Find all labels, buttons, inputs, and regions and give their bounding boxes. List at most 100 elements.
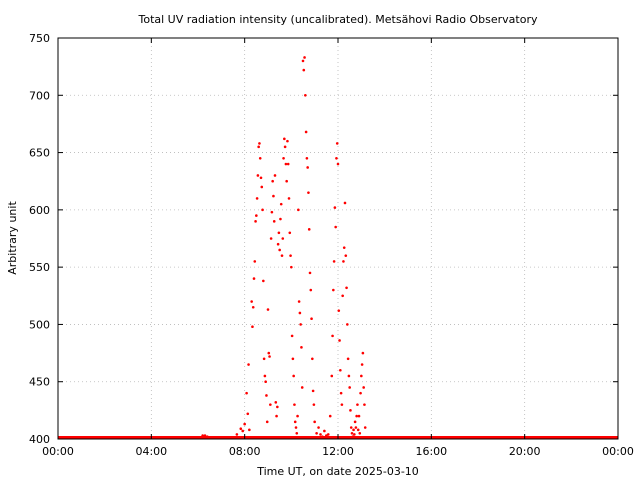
data-point (333, 206, 337, 209)
data-point (305, 157, 309, 160)
data-point (262, 279, 265, 283)
data-point (263, 374, 267, 378)
x-axis-ticks: 00:00 04:00 08:00 12:00 16:00 20:00 00:00 (42, 38, 634, 458)
data-point (307, 191, 310, 194)
y-tick-label: 550 (29, 261, 50, 274)
data-point (308, 271, 312, 275)
x-tick-label: 08:00 (229, 445, 261, 458)
data-point (262, 357, 266, 361)
data-point (285, 179, 288, 183)
data-point (273, 174, 277, 177)
data-point (260, 185, 264, 189)
data-point (277, 231, 281, 235)
data-point (251, 325, 254, 329)
data-point (280, 254, 284, 257)
data-point (349, 409, 352, 412)
y-tick-label: 700 (29, 89, 50, 102)
data-point (346, 357, 350, 361)
data-point (342, 246, 346, 249)
data-point (269, 403, 272, 406)
data-point (279, 202, 283, 206)
data-point (362, 386, 365, 389)
data-point (309, 288, 313, 292)
data-point (281, 237, 285, 240)
data-point (332, 288, 335, 292)
data-point (270, 210, 274, 214)
data-point (247, 363, 250, 366)
data-point (304, 130, 308, 134)
data-point (248, 428, 251, 432)
data-point (290, 334, 294, 338)
data-point (363, 403, 366, 406)
data-point (345, 286, 348, 290)
data-point (313, 420, 316, 424)
data-point (356, 403, 359, 406)
data-point (339, 368, 342, 372)
x-tick-label: 20:00 (509, 445, 541, 458)
data-point (341, 294, 344, 298)
data-point (304, 93, 307, 97)
data-point (340, 403, 344, 406)
data-point (293, 403, 296, 406)
data-point (293, 420, 297, 424)
data-point (302, 68, 306, 72)
data-point (252, 277, 256, 280)
data-point (321, 435, 324, 439)
data-point (289, 254, 292, 257)
data-point (288, 231, 292, 235)
data-point (360, 363, 364, 366)
data-point (278, 248, 281, 252)
x-tick-label: 12:00 (322, 445, 354, 458)
data-point (245, 391, 248, 395)
data-point (301, 59, 305, 63)
data-point (335, 142, 339, 145)
data-point (239, 427, 243, 430)
x-tick-label: 00:00 (42, 445, 74, 458)
data-point (363, 426, 367, 429)
data-point (310, 317, 313, 321)
data-point (259, 176, 263, 180)
data-point (283, 145, 287, 149)
data-point (303, 56, 306, 59)
data-point (258, 142, 261, 145)
y-tick-label: 750 (29, 32, 50, 45)
data-point (267, 351, 271, 355)
data-point (254, 220, 257, 223)
x-tick-label: 04:00 (135, 445, 167, 458)
y-axis-label: Arbitrary unit (6, 201, 19, 275)
data-point (203, 434, 207, 437)
data-point (339, 391, 343, 395)
data-point (312, 403, 316, 406)
data-point (344, 254, 348, 257)
data-point (290, 265, 293, 269)
data-point (353, 420, 357, 424)
data-point (292, 374, 295, 378)
data-point (311, 389, 315, 393)
data-point (251, 305, 255, 309)
data-point (330, 374, 334, 378)
data-point (338, 339, 341, 342)
data-point (282, 157, 285, 160)
data-point (343, 201, 347, 205)
data-point (348, 386, 351, 389)
data-point (258, 157, 262, 160)
data-point (307, 228, 311, 231)
data-point (334, 225, 337, 229)
data-point (335, 157, 338, 160)
data-point (235, 433, 239, 436)
data-point (294, 426, 298, 429)
data-point (291, 357, 295, 361)
data-point (315, 431, 318, 435)
data-point (257, 145, 260, 149)
data-point (265, 420, 269, 424)
data-points (201, 56, 367, 439)
data-point (337, 309, 341, 312)
data-point (311, 357, 314, 361)
x-axis-label: Time UT, on date 2025-03-10 (256, 465, 419, 478)
data-point (255, 214, 258, 217)
data-point (296, 414, 299, 418)
data-point (241, 429, 245, 433)
data-point (353, 433, 356, 436)
data-point (347, 374, 351, 378)
